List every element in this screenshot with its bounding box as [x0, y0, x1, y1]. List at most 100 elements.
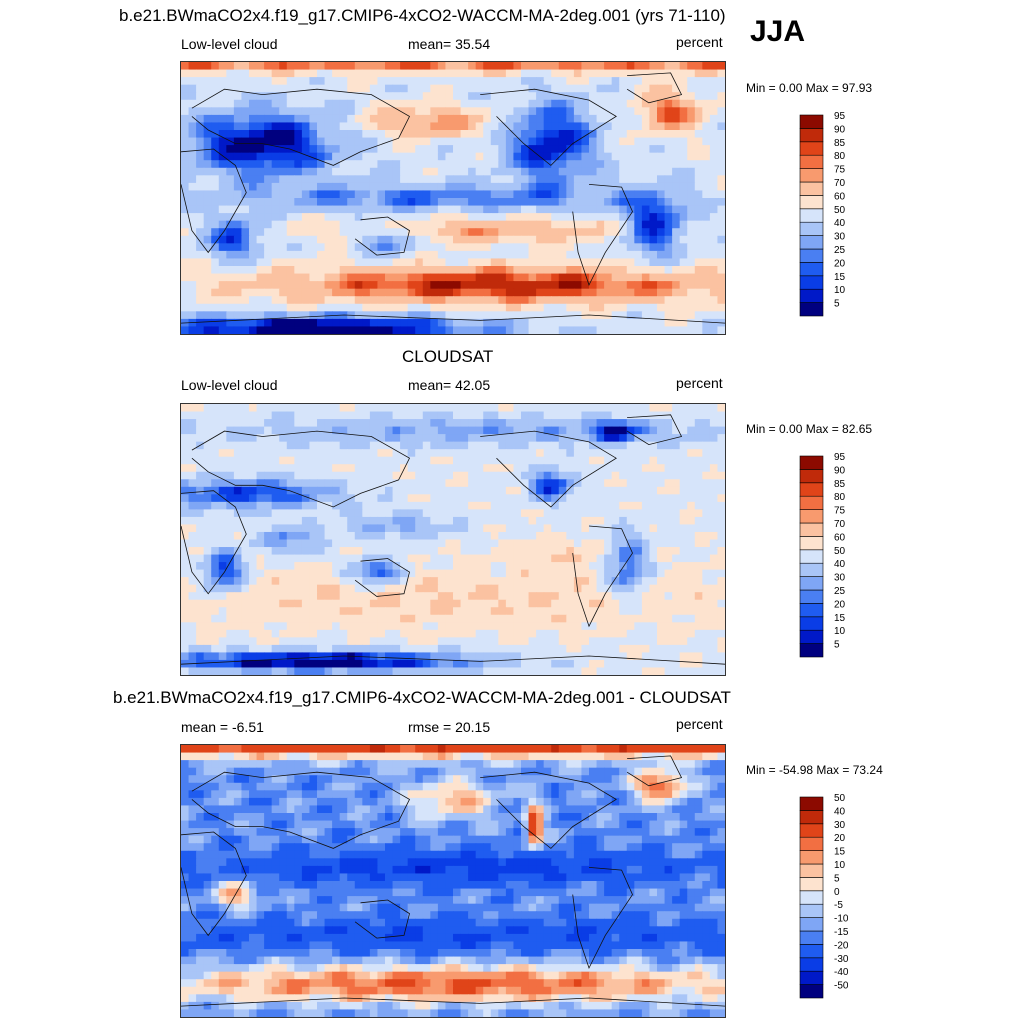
map-cell [498, 584, 507, 593]
map-cell [521, 562, 530, 571]
map-cell [249, 644, 258, 654]
map-cell [468, 629, 477, 638]
map-cell [437, 250, 447, 260]
map-cell [362, 486, 371, 495]
map-cell [203, 266, 212, 275]
map-cell [362, 577, 371, 586]
map-cell [218, 107, 227, 116]
map-cell [702, 577, 711, 586]
map-cell [279, 273, 288, 282]
map-cell [271, 77, 280, 86]
map-cell [437, 524, 447, 533]
map-cell [332, 130, 341, 139]
map-cell [203, 228, 212, 237]
map-cell [619, 296, 628, 305]
map-cell [604, 311, 613, 320]
map-cell [241, 471, 250, 480]
colorbar-swatch [799, 288, 824, 303]
map-cell [369, 235, 379, 244]
map-cell [385, 190, 394, 199]
map-cell [196, 486, 205, 495]
map-cell [709, 167, 719, 176]
map-cell [581, 411, 590, 420]
map-cell [241, 167, 250, 176]
map-cell [657, 273, 666, 282]
map-cell [694, 235, 703, 244]
map-cell [453, 182, 462, 192]
map-cell [649, 471, 658, 480]
map-cell [264, 137, 273, 146]
coastline [354, 216, 410, 256]
map-cell [558, 167, 567, 176]
map-cell [483, 404, 492, 413]
map-cell [596, 531, 605, 541]
map-cell [475, 434, 484, 443]
map-cell [369, 426, 379, 435]
map-cell [566, 404, 575, 413]
map-cell [687, 464, 696, 473]
map-cell [604, 145, 613, 154]
map-cell [702, 281, 711, 290]
map-cell [505, 524, 515, 533]
map-cell [181, 266, 190, 275]
map-cell [453, 205, 462, 214]
map-cell [332, 77, 341, 86]
map-cell [566, 243, 575, 252]
map-cell [611, 160, 620, 169]
map-cell [505, 281, 515, 290]
map-cell [188, 296, 197, 305]
map-cell [490, 107, 499, 116]
map-cell [249, 516, 258, 526]
map-cell [226, 243, 235, 252]
map-cell [717, 419, 725, 428]
map-cell [407, 235, 416, 244]
map-cell [233, 296, 243, 305]
map-cell [332, 524, 341, 533]
map-cell [211, 629, 220, 638]
map-cell [604, 266, 613, 275]
map-cell [528, 441, 537, 450]
map-cell [513, 235, 522, 244]
map-cell [369, 318, 379, 328]
map-cell [301, 77, 311, 86]
map-cell [589, 629, 598, 638]
map-cell [657, 599, 666, 608]
map-cell [460, 464, 469, 473]
map-cell [490, 599, 499, 608]
map-cell [566, 296, 575, 305]
map-cell [641, 592, 651, 601]
map-cell [430, 99, 439, 108]
map-cell [634, 243, 643, 252]
map-cell [271, 311, 280, 320]
map-cell [453, 318, 462, 328]
map-cell [536, 130, 545, 139]
map-cell [611, 607, 620, 616]
map-cell [505, 569, 515, 578]
map-cell [717, 471, 725, 480]
map-cell [317, 228, 326, 237]
map-cell [324, 464, 333, 473]
map-cell [415, 228, 424, 237]
map-cell [505, 311, 515, 320]
map-cell [339, 494, 348, 503]
map-cell [619, 311, 628, 320]
map-cell [483, 547, 492, 556]
map-cell [664, 562, 673, 571]
map-cell [264, 250, 273, 260]
map-cell [286, 599, 295, 608]
map-cell [702, 562, 711, 571]
map-cell [241, 449, 250, 458]
map-cell [641, 577, 651, 586]
map-cell [641, 296, 651, 305]
map-cell [657, 99, 666, 108]
map-cell [717, 562, 725, 571]
map-cell [211, 479, 220, 488]
map-cell [596, 243, 605, 252]
map-cell [415, 516, 424, 526]
map-cell [226, 449, 235, 458]
map-cell [717, 426, 725, 435]
map-cell [218, 411, 227, 420]
map-cell [294, 426, 303, 435]
map-cell [649, 296, 658, 305]
map-cell [309, 464, 318, 473]
